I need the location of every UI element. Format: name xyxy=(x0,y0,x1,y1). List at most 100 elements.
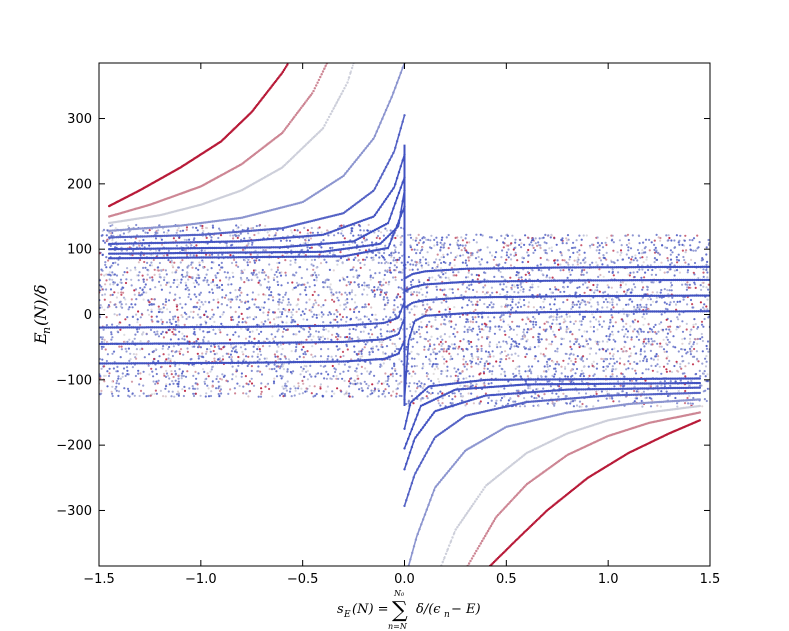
scatter-point xyxy=(471,321,475,324)
scatter-point xyxy=(109,283,112,286)
scatter-point xyxy=(247,300,250,303)
scatter-point xyxy=(645,342,648,345)
scatter-point xyxy=(624,283,628,286)
scatter-point xyxy=(125,303,128,306)
scatter-point xyxy=(168,383,171,386)
scatter-point xyxy=(394,345,397,348)
scatter-point xyxy=(251,241,254,244)
scatter-point xyxy=(391,367,394,370)
scatter-point xyxy=(704,357,707,360)
scatter-point xyxy=(234,296,237,299)
scatter-point xyxy=(623,384,626,387)
scatter-point xyxy=(274,232,278,235)
scatter-point xyxy=(186,347,189,350)
scatter-point xyxy=(565,402,569,405)
scatter-point xyxy=(571,303,574,306)
scatter-point xyxy=(342,354,345,358)
scatter-point xyxy=(370,306,373,309)
scatter-point xyxy=(218,357,221,360)
scatter-point xyxy=(239,232,242,235)
scatter-point xyxy=(252,384,256,387)
scatter-point xyxy=(704,365,708,368)
scatter-point xyxy=(382,382,385,385)
scatter-point xyxy=(367,384,370,387)
scatter-point xyxy=(196,387,199,390)
scatter-point xyxy=(324,364,327,368)
scatter-point xyxy=(284,274,287,277)
scatter-point xyxy=(543,365,546,368)
scatter-point xyxy=(439,404,442,407)
scatter-point xyxy=(603,257,606,260)
scatter-point xyxy=(378,251,381,255)
scatter-point xyxy=(245,382,248,385)
scatter-point xyxy=(302,242,305,245)
scatter-point xyxy=(487,396,490,399)
scatter-point xyxy=(309,308,312,311)
scatter-point xyxy=(348,392,351,395)
scatter-point xyxy=(388,266,391,269)
scatter-point xyxy=(210,345,213,348)
scatter-point xyxy=(648,238,651,241)
scatter-point xyxy=(312,273,315,276)
scatter-point xyxy=(399,295,402,298)
scatter-point xyxy=(202,279,205,282)
scatter-point xyxy=(315,392,318,396)
scatter-point xyxy=(457,247,460,250)
scatter-point xyxy=(382,278,385,281)
scatter-point xyxy=(273,363,276,366)
scatter-point xyxy=(634,286,637,289)
scatter-point xyxy=(241,350,244,353)
scatter-point xyxy=(542,300,545,303)
scatter-point xyxy=(151,276,154,279)
scatter-point xyxy=(517,276,521,279)
scatter-point xyxy=(577,300,580,303)
scatter-point xyxy=(654,246,657,249)
scatter-point xyxy=(601,357,605,361)
scatter-point xyxy=(99,304,102,307)
scatter-point xyxy=(244,301,247,304)
scatter-point xyxy=(105,266,108,269)
scatter-point xyxy=(151,320,154,323)
scatter-point xyxy=(234,234,238,237)
scatter-point xyxy=(112,283,115,286)
scatter-point xyxy=(705,360,708,363)
scatter-point xyxy=(165,369,168,372)
scatter-point xyxy=(100,347,104,350)
scatter-point xyxy=(537,335,540,338)
scatter-point xyxy=(268,387,271,391)
scatter-point xyxy=(426,251,429,254)
scatter-point xyxy=(665,350,668,353)
scatter-point xyxy=(257,281,260,284)
scatter-point xyxy=(192,392,195,395)
scatter-point xyxy=(376,234,380,238)
scatter-point xyxy=(574,357,577,361)
scatter-point xyxy=(373,374,376,377)
scatter-point xyxy=(144,283,147,286)
scatter-point xyxy=(162,231,166,234)
scatter-point xyxy=(596,236,599,239)
scatter-point xyxy=(133,394,136,397)
scatter-point xyxy=(273,367,276,370)
scatter-point xyxy=(250,365,253,368)
scatter-point xyxy=(378,271,381,274)
scatter-point xyxy=(701,362,704,365)
scatter-point xyxy=(305,387,308,390)
scatter-point xyxy=(240,272,243,275)
scatter-point xyxy=(164,298,167,301)
scatter-point xyxy=(448,335,451,338)
scatter-point xyxy=(126,316,129,319)
scatter-point xyxy=(367,332,370,335)
scatter-point xyxy=(670,289,673,292)
scatter-point xyxy=(364,326,367,329)
scatter-point xyxy=(475,241,478,244)
scatter-point xyxy=(529,348,532,351)
scatter-point xyxy=(629,362,632,365)
scatter-point xyxy=(558,307,561,310)
scatter-point xyxy=(210,368,213,371)
scatter-point xyxy=(656,342,659,345)
scatter-point xyxy=(363,315,366,318)
scatter-point xyxy=(234,348,238,351)
scatter-point xyxy=(160,318,163,321)
scatter-point xyxy=(409,244,412,247)
scatter-point xyxy=(345,258,349,262)
